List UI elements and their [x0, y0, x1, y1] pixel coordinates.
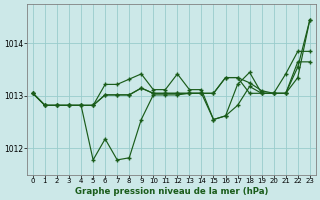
X-axis label: Graphe pression niveau de la mer (hPa): Graphe pression niveau de la mer (hPa)	[75, 187, 268, 196]
